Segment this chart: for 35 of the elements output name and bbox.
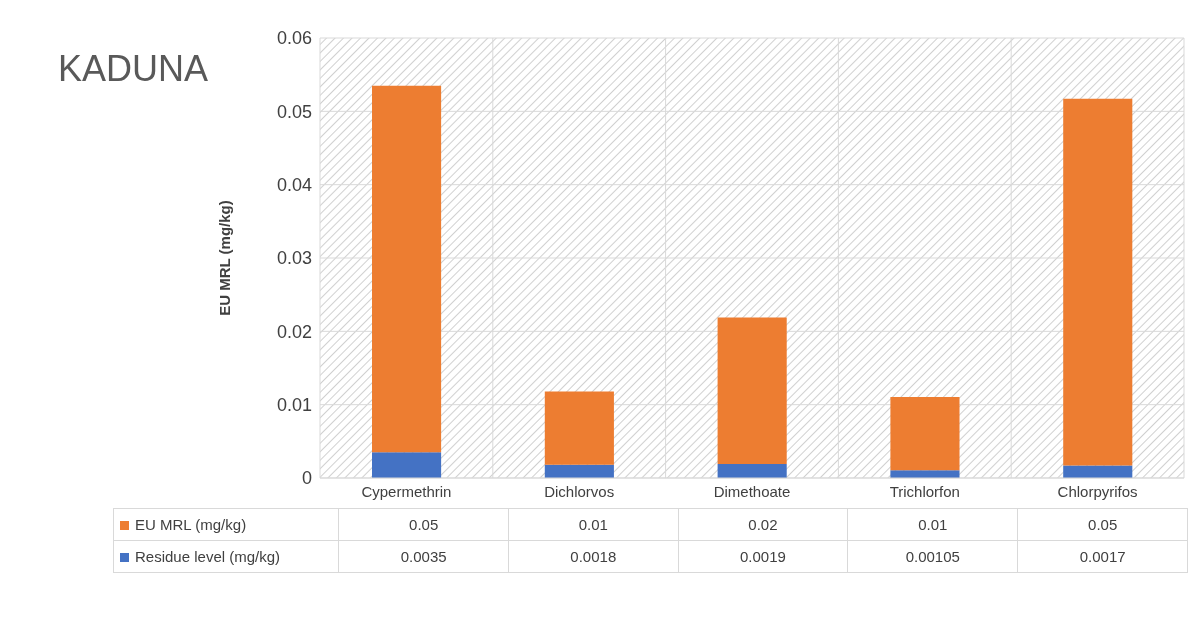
bar [544, 464, 614, 478]
x-tick-label: Chlorpyrifos [1057, 482, 1138, 500]
bar [372, 452, 442, 478]
legend-label: Residue level (mg/kg) [113, 540, 339, 573]
x-tick-label: Dimethoate [713, 482, 791, 500]
data-label: 0.01 [847, 508, 1018, 541]
bar [717, 317, 787, 465]
bar [1063, 98, 1133, 466]
y-tick-label: 0.05 [276, 101, 312, 122]
y-tick-label: 0.01 [276, 395, 312, 416]
y-tick-label: 0 [301, 468, 312, 489]
data-label: 0.0017 [1017, 540, 1188, 573]
bar [372, 85, 442, 453]
data-label: 0.0019 [678, 540, 848, 573]
data-label: 0.01 [508, 508, 679, 541]
y-tick-label: 0.03 [276, 248, 312, 269]
data-label: 0.05 [1017, 508, 1188, 541]
y-tick-label: 0.04 [276, 175, 312, 196]
data-label: 0.05 [338, 508, 509, 541]
y-tick-label: 0.06 [276, 28, 312, 49]
bar [890, 396, 960, 471]
bar [544, 391, 614, 465]
bar [890, 470, 960, 478]
data-label: 0.00105 [847, 540, 1018, 573]
bar [717, 464, 787, 478]
y-axis-title: EU MRL (mg/kg) [216, 200, 234, 316]
x-tick-label: Cypermethrin [361, 482, 452, 500]
data-label: 0.02 [678, 508, 848, 541]
data-label: 0.0018 [508, 540, 679, 573]
y-tick-label: 0.02 [276, 321, 312, 342]
legend-label: EU MRL (mg/kg) [113, 508, 339, 541]
chart-title: KADUNA [58, 48, 209, 90]
x-tick-label: Trichlorfon [889, 482, 960, 500]
x-tick-label: Dichlorvos [544, 482, 615, 500]
data-label: 0.0035 [338, 540, 509, 573]
